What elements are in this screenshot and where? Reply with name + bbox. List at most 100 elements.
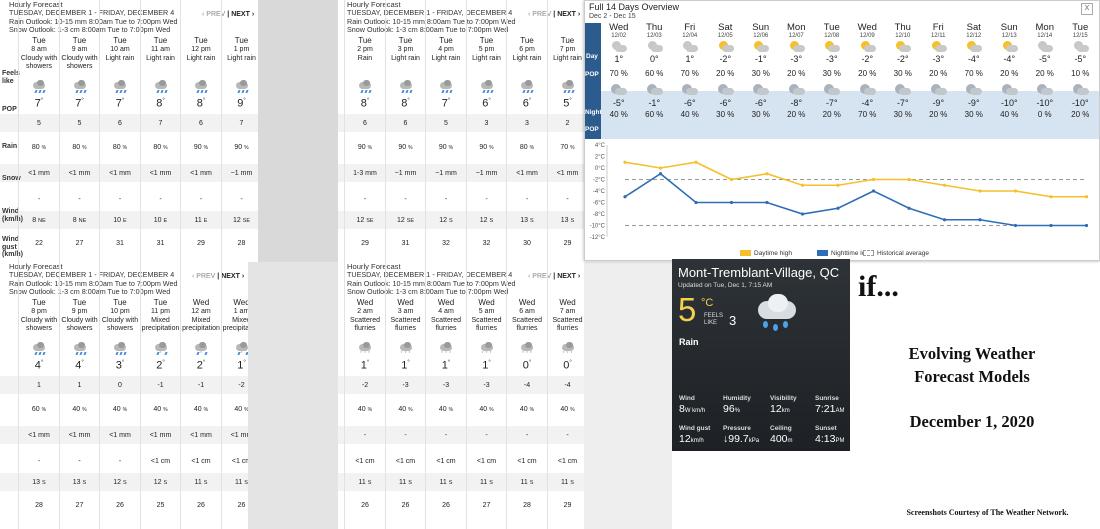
stat-value: 12km/h [679,433,704,445]
row-shade [0,376,248,394]
stat-label: Ceiling [770,425,792,432]
row-shade [0,426,248,444]
overview-low: -8° [790,98,803,108]
hour-condition: Rain [357,55,373,62]
prev-button[interactable]: ‹ PREV [192,273,216,280]
hour-feels-like: 6 [363,120,367,127]
next-button[interactable]: NEXT › [557,273,581,280]
hour-condition: Cloudy with showers [101,317,139,332]
hour-time: 1 am [233,308,248,315]
overview-high: -3° [790,54,803,64]
overview-low: -6° [683,98,696,108]
overview-night-pop: 20 % [929,110,948,119]
overview-day-name: Sat [718,22,733,33]
next-button[interactable]: NEXT › [557,11,581,18]
next-button[interactable]: NEXT › [221,273,245,280]
overview-day-column: Sun 12/06 -1° 30 % -6° 30 % [743,23,779,120]
rain-outlook: Rain Outlook: 10-15 mm 8:00am Tue to 7:0… [9,16,178,26]
hour-column: Wed 5 am Scattered flurries * * * 1° -3 40 % - <1 … [465,262,506,529]
overview-low: -6° [754,98,767,108]
overview-date: 12/07 [788,33,804,39]
hour-rain: - [525,432,529,439]
overview-day-name: Thu [646,22,663,33]
stat-value: 96% [723,403,741,415]
overview-low: -10° [1000,98,1018,108]
hourly-grid: Tue 2 pm Rain 8° 6 90 % 1-3 mm -12 SE 29 Tue 3 pm L… [338,0,584,262]
legend-avg: Historical average [863,250,929,257]
hour-feels-like: 1 [37,382,41,389]
stat-value: 4:13PM [815,433,845,445]
overview-day-name: Tue [1072,22,1089,33]
hour-pop: 40 % [357,406,373,413]
hour-rain: ~1 mm [230,170,253,177]
hour-condition: Light rain [391,55,420,62]
hour-snow: <1 cm [476,458,497,465]
hour-column: Tue 9 am Cloudy with showers 7° 5 80 % <1 mm - 8… [58,0,99,262]
overview-day-column: Sun 12/13 -4° 20 % -10° 40 % [992,22,1028,120]
hourly-header: Hourly Forecast TUESDAY, DECEMBER 1 - FR… [347,262,515,296]
hourly-range: TUESDAY, DECEMBER 1 - FRIDAY, DECEMBER 4 [9,8,175,18]
city-name: Mont-Tremblant-Village, QC [678,265,840,280]
overview-low: -4° [861,98,874,108]
nighttime-low-point [836,206,840,210]
cloud-rain-icon [437,80,455,94]
hour-pop: 40 % [479,406,494,413]
updated-time: Updated on Tue, Dec 1, 7:15 AM [678,282,773,289]
caption-line-2: Forecast Models [914,367,1030,386]
temp-unit: °C [701,297,714,309]
overview-date: 12/15 [1072,33,1088,39]
hour-column: Tue 6 pm Light rain 6° 3 80 % <1 mm - 13 S 30 [506,0,546,262]
row-shade [338,211,584,229]
hour-wind: 11 S [439,479,453,486]
overview-date: 12/02 [611,33,627,39]
next-button[interactable]: NEXT › [231,11,255,18]
cloud-snow-icon: * * * [397,342,415,357]
hour-pop: 80 % [72,144,87,151]
daytime-high-point [729,177,734,182]
prev-button[interactable]: ‹ PREV [528,273,552,280]
overview-high: -2° [896,54,909,64]
hour-wind-gust: 32 [442,240,450,247]
hour-rain: <1 mm [109,170,131,177]
nighttime-low-point [907,206,911,210]
hour-temp: 5° [563,97,572,110]
overview-day-icon [1063,40,1099,54]
hour-column: Tue 10 pm Cloudy with showers 3° 0 40 % <1 mm -… [99,262,139,529]
hourly-range: TUESDAY, DECEMBER 1 - FRIDAY, DECEMBER 4 [347,8,513,18]
overview-day-column: Sat 12/05 -2° 20 % -6° 30 % [708,22,744,120]
feels-like-label: FEELS LIKE [704,313,724,326]
caption-line-1: Evolving Weather [908,344,1036,363]
stat-value: 12km [770,403,790,415]
overview-high: -5° [1038,54,1051,64]
hour-column: Tue 1 pm Light rain 9° 7 90 % ~1 mm - 12 SE 28 [220,0,259,262]
cloud-snow-icon: * * * [437,342,455,357]
overview-low: -7° [896,98,909,108]
hour-rain: ~1 mm [475,170,498,177]
overview-night-icon [601,80,637,98]
cloud-rain-icon [30,342,48,356]
overview-day-name: Sun [1000,22,1018,33]
hour-wind: 13 S [32,479,46,486]
overview-night-pop: 70 % [858,110,877,119]
hour-feels-like: -3 [483,382,490,389]
hour-snow: - [78,458,81,465]
hourly-grid: Feels like POP Rain Snow Wind (km/h) Wind gus… [0,0,258,262]
hour-temp: 1° [360,359,370,372]
overview-day-name: Fri [684,22,696,33]
prev-button[interactable]: ‹ PREV [528,11,552,18]
close-button[interactable]: X [1081,3,1093,15]
overview-date: 12/05 [717,33,733,39]
hour-snow: - [118,196,122,203]
overview-day-pop: 20 % [858,69,877,78]
hour-condition: Light rain [186,55,216,62]
overview-night-icon [779,80,815,98]
y-tick-label: -6°C [593,201,606,207]
overview-night-pop: 20 % [822,110,841,119]
prev-button[interactable]: ‹ PREV [202,11,226,18]
hour-temp: 7° [441,97,451,110]
overview-date: 12/03 [646,33,662,39]
hour-rain: - [363,432,367,439]
hour-column: Wed 12 am Mixed precipitation * 2° -1 40 % <1 m… [180,262,220,529]
hourly-grid: Tue 8 pm Cloudy with showers 4° 1 60 % <1 mm -1… [0,262,248,529]
